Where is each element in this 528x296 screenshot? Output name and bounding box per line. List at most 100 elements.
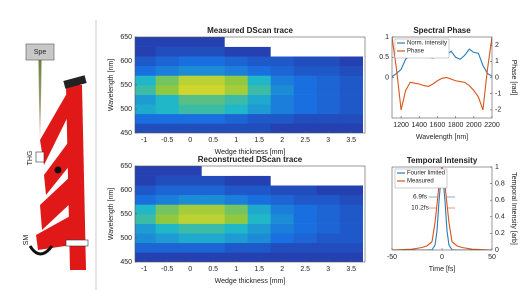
legend-label: Fourier limited bbox=[407, 171, 445, 177]
y-tick-label: 450 bbox=[120, 259, 132, 266]
heatmap-cell bbox=[155, 46, 179, 57]
heatmap-cell bbox=[201, 94, 225, 105]
heatmap-cell bbox=[293, 252, 317, 262]
y-tick-label: 650 bbox=[120, 163, 132, 170]
heatmap-cell bbox=[135, 65, 156, 76]
x-tick-label: -50 bbox=[387, 254, 397, 261]
heatmap-cell bbox=[270, 204, 294, 215]
heatmap-cell bbox=[316, 113, 340, 124]
chart-title: Temporal Intensity bbox=[407, 156, 478, 165]
heatmap-cell bbox=[201, 214, 225, 224]
heatmap-cell bbox=[270, 85, 294, 95]
heatmap-cell bbox=[316, 204, 340, 215]
heatmap-cell bbox=[201, 104, 225, 115]
x-tick-label: 50 bbox=[488, 254, 496, 261]
heatmap-cell bbox=[178, 194, 202, 205]
y-tick-label: 600 bbox=[120, 58, 132, 65]
x-axis-label: Wavelength [nm] bbox=[416, 134, 468, 141]
heatmap-cell bbox=[135, 166, 156, 176]
y2-tick-label: 0.4 bbox=[495, 214, 505, 221]
heatmap-cell bbox=[135, 214, 156, 224]
y-tick-label: 450 bbox=[120, 130, 132, 137]
plot-area bbox=[135, 37, 365, 133]
heatmap-cell bbox=[316, 175, 340, 186]
y-tick-label: 500 bbox=[120, 235, 132, 242]
heatmap-cell bbox=[316, 242, 340, 253]
heatmap-cell bbox=[224, 123, 248, 133]
heatmap-cell bbox=[339, 233, 363, 244]
y2-tick-label: -2 bbox=[495, 107, 501, 114]
x-tick-label: 3 bbox=[326, 137, 330, 144]
heatmap-cell bbox=[201, 204, 225, 215]
heatmap-cell bbox=[135, 75, 156, 86]
heatmap-cell bbox=[247, 223, 271, 234]
legend-label: Norm. intensity bbox=[407, 41, 447, 47]
x-tick-label: 1.5 bbox=[254, 266, 264, 273]
heatmap-cell bbox=[135, 233, 156, 244]
heatmap-cell bbox=[178, 104, 202, 115]
heatmap-cell bbox=[155, 123, 179, 133]
heatmap-cell bbox=[224, 204, 248, 215]
heatmap-cell bbox=[155, 37, 179, 47]
heatmap-cell bbox=[178, 233, 202, 244]
chart-title: Spectral Phase bbox=[413, 26, 471, 35]
y-tick-label: 550 bbox=[120, 211, 132, 218]
heatmap-cell bbox=[339, 185, 363, 196]
heatmap-cell bbox=[178, 94, 202, 105]
x-tick-label: 1 bbox=[234, 266, 238, 273]
heatmap-cell bbox=[339, 46, 363, 57]
heatmap-cell bbox=[155, 85, 179, 95]
heatmap-cell bbox=[201, 85, 225, 95]
chart-panel: Measured DScan trace Wedge thickness [mm]… bbox=[108, 26, 366, 156]
y-axis-label: Wavelength [nm] bbox=[108, 188, 115, 240]
x-tick-label: 1 bbox=[234, 137, 238, 144]
chart-panel: Reconstructed DScan trace Wedge thickness… bbox=[108, 155, 366, 285]
heatmap-cell bbox=[339, 204, 363, 215]
x-tick-label: 2200 bbox=[484, 122, 500, 129]
heatmap-cell bbox=[247, 123, 271, 133]
y2-tick-label: 0.8 bbox=[495, 180, 505, 187]
x-tick-label: 3 bbox=[326, 266, 330, 273]
heatmap-cell bbox=[270, 113, 294, 124]
heatmap-cell bbox=[293, 85, 317, 95]
diagram-label: SM bbox=[23, 235, 30, 246]
heatmap-cell bbox=[270, 175, 294, 186]
y-axis-label: Wavelength [nm] bbox=[108, 59, 115, 111]
heatmap-cell bbox=[316, 214, 340, 224]
heatmap-cell bbox=[339, 194, 363, 205]
heatmap-cell bbox=[316, 123, 340, 133]
y2-tick-label: 1 bbox=[495, 58, 499, 65]
heatmap-cell bbox=[247, 214, 271, 224]
heatmap-cell bbox=[293, 194, 317, 205]
heatmap-cell bbox=[201, 242, 225, 253]
heatmap-cell bbox=[135, 94, 156, 105]
legend-label: Phase bbox=[407, 49, 425, 55]
x-tick-label: -1 bbox=[141, 137, 147, 144]
heatmap-cell bbox=[270, 94, 294, 105]
heatmap-cell bbox=[135, 104, 156, 115]
heatmap-cell bbox=[178, 75, 202, 86]
setup-diagram: Spe THG SM bbox=[23, 20, 97, 290]
x-tick-label: -0.5 bbox=[161, 137, 173, 144]
heatmap-cell bbox=[316, 94, 340, 105]
heatmap-cell bbox=[247, 56, 271, 67]
heatmap-cell bbox=[178, 223, 202, 234]
x-tick-label: 1800 bbox=[448, 122, 464, 129]
heatmap-cell bbox=[135, 85, 156, 95]
heatmap-cell bbox=[247, 75, 271, 86]
heatmap-cell bbox=[224, 233, 248, 244]
heatmap-cell bbox=[224, 166, 248, 176]
heatmap-cell bbox=[270, 65, 294, 76]
spectrometer bbox=[25, 43, 55, 61]
heatmap-cell bbox=[339, 37, 363, 47]
heatmap-cell bbox=[247, 85, 271, 95]
heatmap-cell bbox=[155, 214, 179, 224]
heatmap-cell bbox=[247, 94, 271, 105]
heatmap-cell bbox=[135, 204, 156, 215]
heatmap-cell bbox=[201, 252, 225, 262]
heatmap-cell bbox=[293, 166, 317, 176]
heatmap-cell bbox=[293, 242, 317, 253]
heatmap-cell bbox=[293, 75, 317, 86]
x-tick-label: 2 bbox=[280, 266, 284, 273]
x-tick-label: 3.5 bbox=[346, 266, 356, 273]
